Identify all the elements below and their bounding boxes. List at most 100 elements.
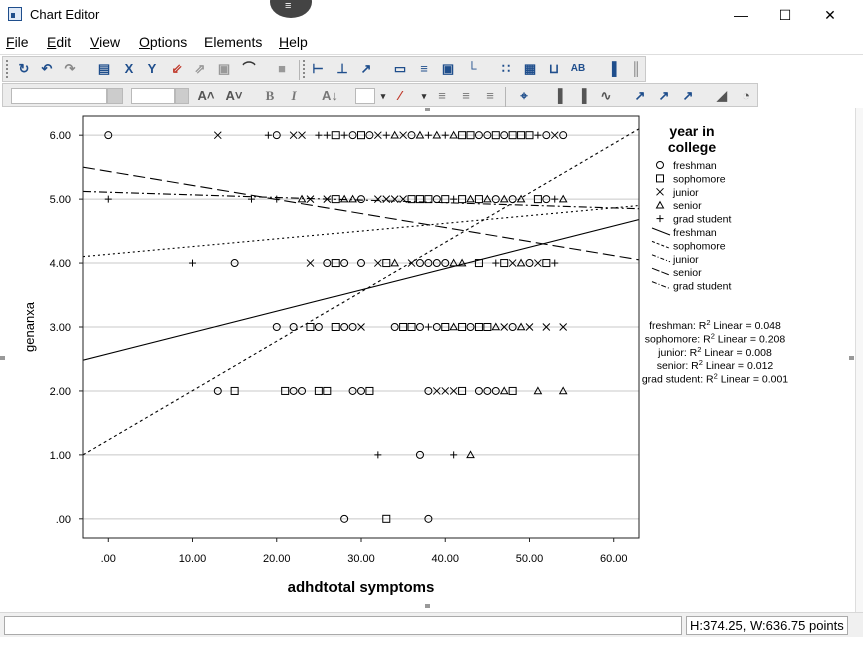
area-chart-icon[interactable]: ◢ — [717, 88, 727, 103]
data-point-square[interactable] — [331, 195, 340, 204]
menu-view[interactable]: View — [90, 34, 121, 50]
data-point-circle[interactable] — [390, 323, 399, 331]
italic-button[interactable]: I — [291, 88, 297, 103]
data-point-x[interactable] — [390, 195, 399, 203]
data-point-x[interactable] — [441, 387, 450, 395]
data-point-plus[interactable] — [273, 195, 281, 203]
data-point-circle[interactable] — [474, 131, 483, 140]
data-point-x[interactable] — [559, 323, 568, 331]
data-point-triangle[interactable] — [457, 258, 467, 267]
data-point-triangle[interactable] — [390, 258, 400, 267]
data-point-triangle[interactable] — [558, 194, 568, 203]
data-point-x[interactable] — [508, 259, 517, 267]
toolbar-grip[interactable] — [6, 60, 11, 78]
data-point-circle[interactable] — [230, 259, 239, 268]
data-point-circle[interactable] — [525, 259, 534, 268]
data-point-x[interactable] — [382, 195, 391, 203]
data-point-triangle[interactable] — [449, 258, 459, 267]
transpose-icon[interactable]: ⇗ — [194, 61, 206, 76]
data-point-plus[interactable] — [551, 195, 559, 203]
dropline-icon[interactable]: ▣ — [217, 61, 231, 76]
align-left-icon[interactable]: ≡ — [438, 88, 446, 103]
data-point-x[interactable] — [407, 259, 416, 267]
data-point-x[interactable] — [542, 323, 551, 331]
y-axis-title[interactable]: genanxa — [22, 301, 37, 352]
data-point-square[interactable] — [466, 131, 475, 140]
data-point-triangle[interactable] — [466, 194, 475, 203]
bar-orient-icon[interactable]: ▐ — [607, 61, 617, 76]
data-point-x[interactable] — [306, 259, 315, 267]
r2-annotation[interactable]: sophomore: R2 Linear = 0.208 — [645, 331, 786, 345]
rescale-icon[interactable]: ⇙ — [171, 61, 183, 76]
data-point-square[interactable] — [517, 131, 526, 140]
data-point-circle[interactable] — [432, 323, 441, 331]
data-point-x[interactable] — [525, 323, 534, 331]
data-point-triangle[interactable] — [499, 194, 509, 203]
data-point-triangle[interactable] — [339, 194, 349, 203]
data-point-circle[interactable] — [466, 323, 475, 331]
x-axis-icon[interactable]: X — [124, 61, 134, 76]
data-point-triangle[interactable] — [483, 194, 492, 203]
data-point-circle[interactable] — [415, 259, 424, 268]
data-point-square[interactable] — [230, 386, 239, 395]
data-point-triangle[interactable] — [449, 322, 459, 331]
data-point-square[interactable] — [331, 259, 340, 268]
data-point-circle[interactable] — [407, 131, 416, 140]
data-point-plus[interactable] — [424, 323, 432, 331]
data-point-plus[interactable] — [247, 195, 255, 203]
data-point-plus[interactable] — [264, 131, 272, 139]
data-point-plus[interactable] — [441, 131, 449, 139]
data-point-square[interactable] — [314, 386, 323, 395]
data-point-plus[interactable] — [189, 259, 197, 267]
data-point-x[interactable] — [323, 195, 332, 203]
data-point-triangle[interactable] — [297, 194, 307, 203]
close-button[interactable]: ✕ — [824, 7, 836, 23]
data-point-square[interactable] — [458, 386, 467, 395]
data-point-triangle[interactable] — [432, 130, 442, 139]
resize-handle[interactable] — [0, 356, 5, 360]
chart-layout-icon[interactable]: ■ — [278, 61, 286, 76]
data-point-square[interactable] — [415, 195, 424, 204]
data-point-square[interactable] — [458, 323, 467, 331]
data-point-x[interactable] — [373, 259, 382, 267]
maximize-button[interactable]: ☐ — [778, 7, 792, 23]
legend-marker-plus[interactable] — [656, 215, 664, 223]
data-point-plus[interactable] — [450, 195, 458, 203]
data-point-square[interactable] — [525, 131, 534, 140]
data-point-x[interactable] — [289, 131, 298, 140]
line-style-icon[interactable]: ∕ — [398, 88, 402, 103]
data-point-circle[interactable] — [424, 259, 433, 268]
undo-icon[interactable]: ↶ — [41, 61, 53, 76]
data-point-triangle[interactable] — [491, 322, 501, 331]
data-point-plus[interactable] — [382, 131, 390, 139]
data-point-plus[interactable] — [374, 451, 382, 459]
data-point-square[interactable] — [382, 259, 391, 268]
color-dropdown-icon[interactable]: ▾ — [380, 91, 386, 101]
data-point-circle[interactable] — [432, 259, 441, 268]
resize-handle[interactable] — [849, 356, 854, 360]
data-point-circle[interactable] — [424, 514, 433, 523]
data-point-square[interactable] — [508, 386, 517, 395]
data-point-circle[interactable] — [348, 323, 357, 331]
data-point-square[interactable] — [458, 195, 467, 204]
data-point-circle[interactable] — [323, 259, 332, 268]
fit-line-grad-student[interactable] — [83, 190, 639, 210]
pie-chart-icon[interactable]: ◔ — [742, 88, 750, 103]
data-point-circle[interactable] — [298, 386, 307, 395]
data-point-x[interactable] — [357, 323, 365, 331]
toolbar-grip-2[interactable] — [303, 60, 308, 78]
data-point-square[interactable] — [508, 131, 517, 140]
data-point-circle[interactable] — [474, 386, 483, 395]
menu-options[interactable]: Options — [139, 34, 188, 50]
data-point-circle[interactable] — [441, 259, 450, 268]
data-point-x[interactable] — [534, 259, 542, 267]
data-point-x[interactable] — [432, 387, 441, 395]
menu-edit[interactable]: Edit — [47, 34, 72, 50]
y-axis-icon[interactable]: Y — [147, 61, 157, 76]
data-point-plus[interactable] — [551, 259, 559, 267]
r2-annotation[interactable]: senior: R2 Linear = 0.012 — [657, 358, 774, 372]
data-point-square[interactable] — [500, 259, 509, 268]
fit-line-sophomore[interactable] — [83, 128, 639, 456]
data-point-circle[interactable] — [272, 323, 281, 331]
data-point-square[interactable] — [365, 386, 374, 395]
